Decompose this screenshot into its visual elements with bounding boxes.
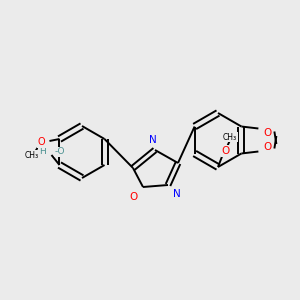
Text: N: N xyxy=(173,189,181,199)
Text: O: O xyxy=(263,128,272,137)
Text: CH₃: CH₃ xyxy=(24,151,38,160)
Text: O: O xyxy=(263,142,272,152)
Text: N: N xyxy=(149,135,157,145)
Text: O: O xyxy=(222,146,230,156)
Text: O: O xyxy=(38,137,46,147)
Text: H: H xyxy=(39,148,46,157)
Text: O: O xyxy=(130,192,138,202)
Text: CH₃: CH₃ xyxy=(223,133,237,142)
Text: -O: -O xyxy=(55,148,65,157)
